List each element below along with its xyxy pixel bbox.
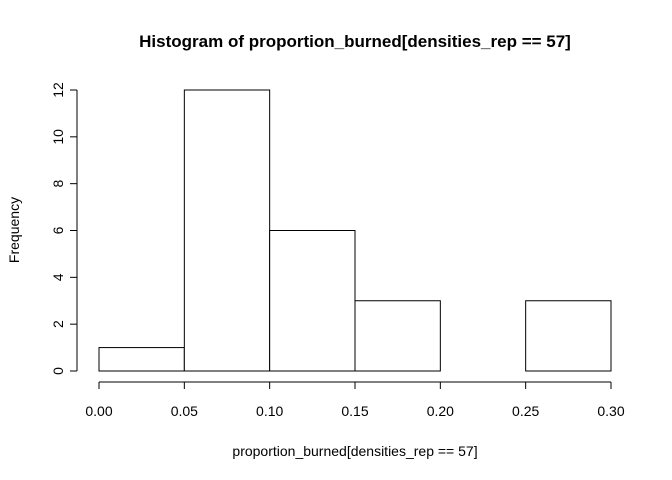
histogram-bar-3: [354, 300, 441, 372]
y-tick-label: 6: [50, 226, 66, 234]
x-tick-label: 0.00: [85, 403, 112, 419]
x-axis: 0.00 0.05 0.10 0.15 0.20 0.25 0.30: [85, 381, 625, 419]
histogram-bar-0: [98, 347, 185, 372]
x-tick-label: 0.10: [256, 403, 283, 419]
y-tick-label: 0: [50, 367, 66, 375]
bars-group: [98, 89, 612, 372]
histogram-bar-2: [269, 230, 356, 372]
y-axis: 0 2 4 6 8 10 12: [50, 82, 78, 375]
y-tick-label: 10: [50, 129, 66, 145]
y-tick-label: 12: [50, 82, 66, 98]
x-tick-label: 0.05: [171, 403, 198, 419]
chart-title: Histogram of proportion_burned[densities…: [139, 32, 571, 51]
histogram-bar-1: [183, 89, 271, 372]
y-tick-label: 8: [50, 180, 66, 188]
x-tick-label: 0.25: [512, 403, 539, 419]
x-axis-label: proportion_burned[densities_rep == 57]: [232, 443, 477, 459]
x-tick-label: 0.15: [341, 403, 368, 419]
y-axis-label: Frequency: [6, 197, 22, 263]
y-tick-label: 4: [50, 273, 66, 281]
x-tick-label: 0.30: [597, 403, 624, 419]
x-tick-label: 0.20: [427, 403, 454, 419]
y-tick-label: 2: [50, 320, 66, 328]
histogram-bar-5: [525, 300, 612, 372]
